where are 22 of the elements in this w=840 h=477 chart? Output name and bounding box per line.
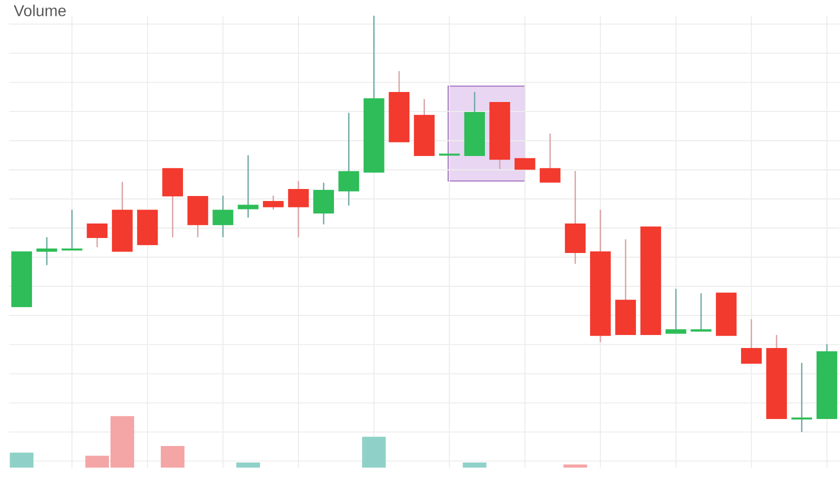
bar [563, 464, 588, 468]
candlestick [288, 180, 309, 238]
bar [160, 446, 184, 468]
candlestick [238, 154, 258, 218]
candlestick [690, 292, 712, 332]
candlestick [514, 158, 536, 170]
candlestick [62, 209, 82, 251]
candlestick [791, 362, 812, 433]
bar [236, 462, 260, 468]
candlestick [741, 318, 762, 364]
candlestick [666, 288, 686, 334]
candlestick [36, 236, 58, 266]
bar [10, 452, 34, 468]
bar [462, 462, 486, 468]
annotation: Volume [14, 4, 66, 16]
candlestick [262, 195, 284, 211]
candlestick [313, 182, 334, 226]
bar [362, 436, 386, 468]
candlestick [540, 133, 560, 183]
candlestick [86, 224, 108, 248]
candlestick [212, 195, 234, 238]
candlestick [338, 112, 360, 206]
